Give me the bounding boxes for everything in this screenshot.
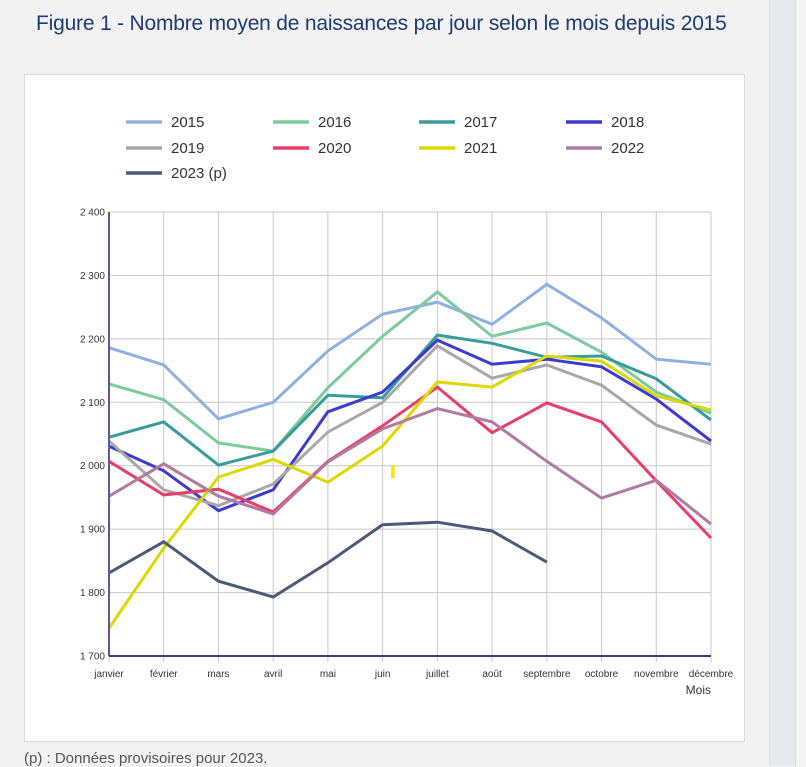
x-tick-label: novembre [634,669,679,680]
x-tick-label: juillet [425,669,449,680]
x-tick-label: janvier [93,669,124,680]
footnote: (p) : Données provisoires pour 2023. [24,750,268,767]
chart-series [107,282,713,629]
y-axis-ticks: 1 700 1 800 1 900 2 000 2 100 2 200 2 300 2 400 [80,208,105,663]
y-tick-label: 2 100 [80,398,105,409]
legend-label: 2023 (p) [171,165,227,182]
series-line-2016[interactable] [108,289,712,453]
legend-item-2015[interactable]: 2015 [126,114,204,131]
y-tick-label: 2 400 [80,208,105,219]
x-tick-label: mars [207,669,229,680]
x-tick-label: août [482,669,502,680]
y-tick-label: 2 200 [80,334,105,345]
legend-item-2023-p[interactable]: 2023 (p) [126,165,227,182]
legend-label: 2022 [611,140,644,157]
series-line-2020[interactable] [108,385,713,540]
y-tick-label: 1 700 [80,652,105,663]
legend-item-2020[interactable]: 2020 [273,140,351,157]
figure-title: Figure 1 - Nombre moyen de naissances pa… [36,12,727,35]
x-tick-label: octobre [585,669,619,680]
legend-item-2017[interactable]: 2017 [419,114,497,131]
legend-label: 2018 [611,114,644,131]
chart-axes [108,212,711,657]
y-tick-label: 1 800 [80,588,105,599]
series-line-2023-p[interactable] [108,520,548,599]
chart-card [24,74,745,742]
x-tick-label: décembre [689,669,734,680]
legend-label: 2021 [464,140,497,157]
x-axis-title: Mois [686,683,711,697]
legend-label: 2020 [318,140,351,157]
y-tick-label: 1 900 [80,525,105,536]
x-axis-ticks: janvier février mars avril mai juin juillet aoû… [93,669,733,680]
y-tick-label: 2 000 [80,461,105,472]
y-tick-label: 2 300 [80,271,105,282]
series-line-2015[interactable] [108,282,712,421]
series-line-2022[interactable] [108,407,712,526]
x-tick-label: février [150,669,178,680]
series-line-2021[interactable] [107,354,712,629]
series-line-2019[interactable] [108,343,712,508]
x-tick-label: avril [264,669,282,680]
page-edge [796,0,806,766]
legend-label: 2019 [171,140,204,157]
legend-label: 2015 [171,114,204,131]
legend-item-2022[interactable]: 2022 [566,140,644,157]
scrollbar[interactable] [769,0,796,766]
legend-item-2021[interactable]: 2021 [419,140,497,157]
legend-label: 2016 [318,114,351,131]
annotation-marker [391,465,395,479]
legend-item-2018[interactable]: 2018 [566,114,644,131]
chart-legend: 2015 2016 2017 2018 2019 2020 2021 2022 2023 (p) [126,114,644,182]
legend-label: 2017 [464,114,497,131]
x-tick-label: juin [374,669,391,680]
chart-grid [108,211,712,662]
legend-item-2016[interactable]: 2016 [273,114,351,131]
legend-item-2019[interactable]: 2019 [126,140,204,157]
x-tick-label: mai [320,669,336,680]
x-tick-label: septembre [523,669,571,680]
